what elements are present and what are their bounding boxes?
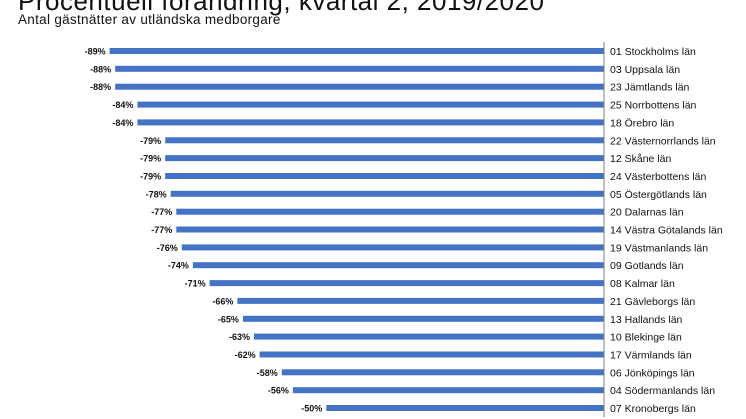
bar xyxy=(292,387,604,394)
bar xyxy=(109,48,604,54)
category-label: 19 Västmanlands län xyxy=(610,242,708,254)
data-label: -84% xyxy=(112,118,133,128)
category-label: 23 Jämtlands län xyxy=(610,82,690,94)
data-label: -77% xyxy=(151,225,172,235)
category-label-group: 01 Stockholms län 03 Uppsala län 23 Jämtla… xyxy=(610,46,723,415)
category-label: 20 Dalarnas län xyxy=(610,207,684,219)
bar xyxy=(115,65,604,72)
bar xyxy=(176,208,605,215)
category-label: 06 Jönköpings län xyxy=(610,367,695,379)
category-label: 22 Västernorrlands län xyxy=(610,135,716,147)
category-label: 13 Hallands län xyxy=(610,314,683,326)
bar xyxy=(254,333,604,340)
category-label: 04 Södermanlands län xyxy=(610,385,715,397)
bar xyxy=(137,101,604,108)
category-label: 01 Stockholms län xyxy=(610,46,696,58)
bar xyxy=(237,297,604,304)
data-label: -62% xyxy=(235,350,256,360)
data-label: -79% xyxy=(140,136,161,146)
bar xyxy=(176,226,605,233)
data-label: -79% xyxy=(140,154,161,164)
bar xyxy=(281,369,604,376)
category-label: 07 Kronobergs län xyxy=(610,403,696,415)
category-label: 08 Kalmar län xyxy=(610,278,675,290)
data-label: -58% xyxy=(257,368,278,378)
bar xyxy=(259,351,604,358)
category-label: 21 Gävleborgs län xyxy=(610,296,695,308)
category-label: 18 Örebro län xyxy=(610,117,674,129)
data-label: -71% xyxy=(185,279,206,289)
data-label: -66% xyxy=(212,296,233,306)
data-label: -77% xyxy=(151,207,172,217)
data-label: -63% xyxy=(229,332,250,342)
bar xyxy=(170,190,604,197)
data-label: -74% xyxy=(168,261,189,271)
data-label: -88% xyxy=(90,64,111,74)
bar xyxy=(165,173,604,179)
bar xyxy=(137,119,604,126)
category-label: 09 Gotlands län xyxy=(610,260,684,272)
bar xyxy=(326,405,605,411)
chart-title: Procentuell förändring, kvartal 2, 2019/… xyxy=(18,0,545,16)
data-label: -78% xyxy=(146,189,167,199)
category-label: 05 Östergötlands län xyxy=(610,189,707,201)
category-label: 17 Värmlands län xyxy=(610,350,692,362)
bar xyxy=(165,137,604,144)
data-label: -84% xyxy=(112,100,133,110)
bar-group xyxy=(109,48,605,411)
category-label: 25 Norrbottens län xyxy=(610,100,697,112)
bar xyxy=(209,280,604,287)
chart-subtitle: Antal gästnätter av utländska medborgare xyxy=(18,12,281,27)
category-label: 24 Västerbottens län xyxy=(610,171,706,183)
category-label: 12 Skåne län xyxy=(610,153,671,165)
data-label: -56% xyxy=(268,386,289,396)
data-label: -88% xyxy=(90,82,111,92)
data-label: -65% xyxy=(218,314,239,324)
data-label: -79% xyxy=(140,172,161,182)
data-label: -89% xyxy=(85,47,106,57)
category-label: 03 Uppsala län xyxy=(610,64,680,76)
bar xyxy=(181,244,605,251)
bar xyxy=(192,262,604,269)
bar xyxy=(242,315,604,322)
value-label-group: -89%-88%-88%-84%-84%-79%-79%-79%-78%-77%… xyxy=(85,47,323,414)
data-label: -50% xyxy=(301,404,322,414)
bar xyxy=(165,155,604,162)
category-label: 14 Västra Götalands län xyxy=(610,225,723,237)
category-label: 10 Blekinge län xyxy=(610,332,682,344)
data-label: -76% xyxy=(157,243,178,253)
bar xyxy=(115,83,604,90)
